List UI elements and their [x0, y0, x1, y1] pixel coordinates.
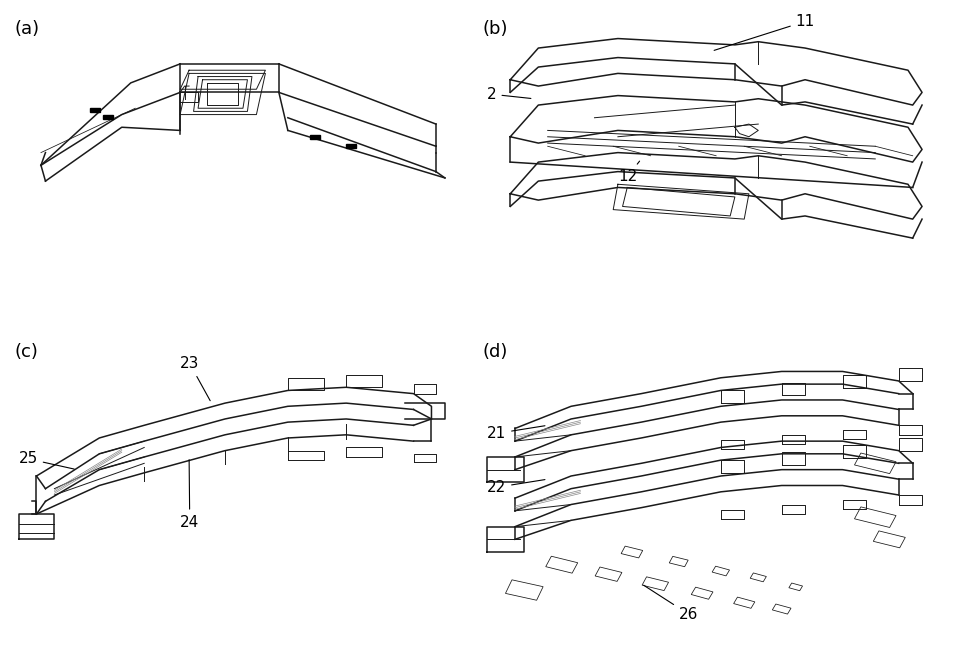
Text: 24: 24	[180, 460, 200, 530]
Text: 21: 21	[487, 426, 545, 441]
FancyBboxPatch shape	[90, 108, 99, 112]
Text: 2: 2	[487, 86, 531, 102]
Text: (d): (d)	[482, 343, 507, 361]
Text: 12: 12	[618, 161, 640, 184]
Text: (a): (a)	[14, 20, 39, 38]
Text: 25: 25	[18, 451, 74, 469]
FancyBboxPatch shape	[346, 144, 355, 148]
Text: (c): (c)	[14, 343, 38, 361]
Text: 22: 22	[487, 480, 545, 495]
Text: 26: 26	[644, 585, 698, 622]
Text: 11: 11	[714, 14, 815, 50]
Text: 23: 23	[180, 356, 210, 401]
Text: (b): (b)	[482, 20, 508, 38]
FancyBboxPatch shape	[309, 135, 320, 139]
FancyBboxPatch shape	[103, 115, 114, 119]
